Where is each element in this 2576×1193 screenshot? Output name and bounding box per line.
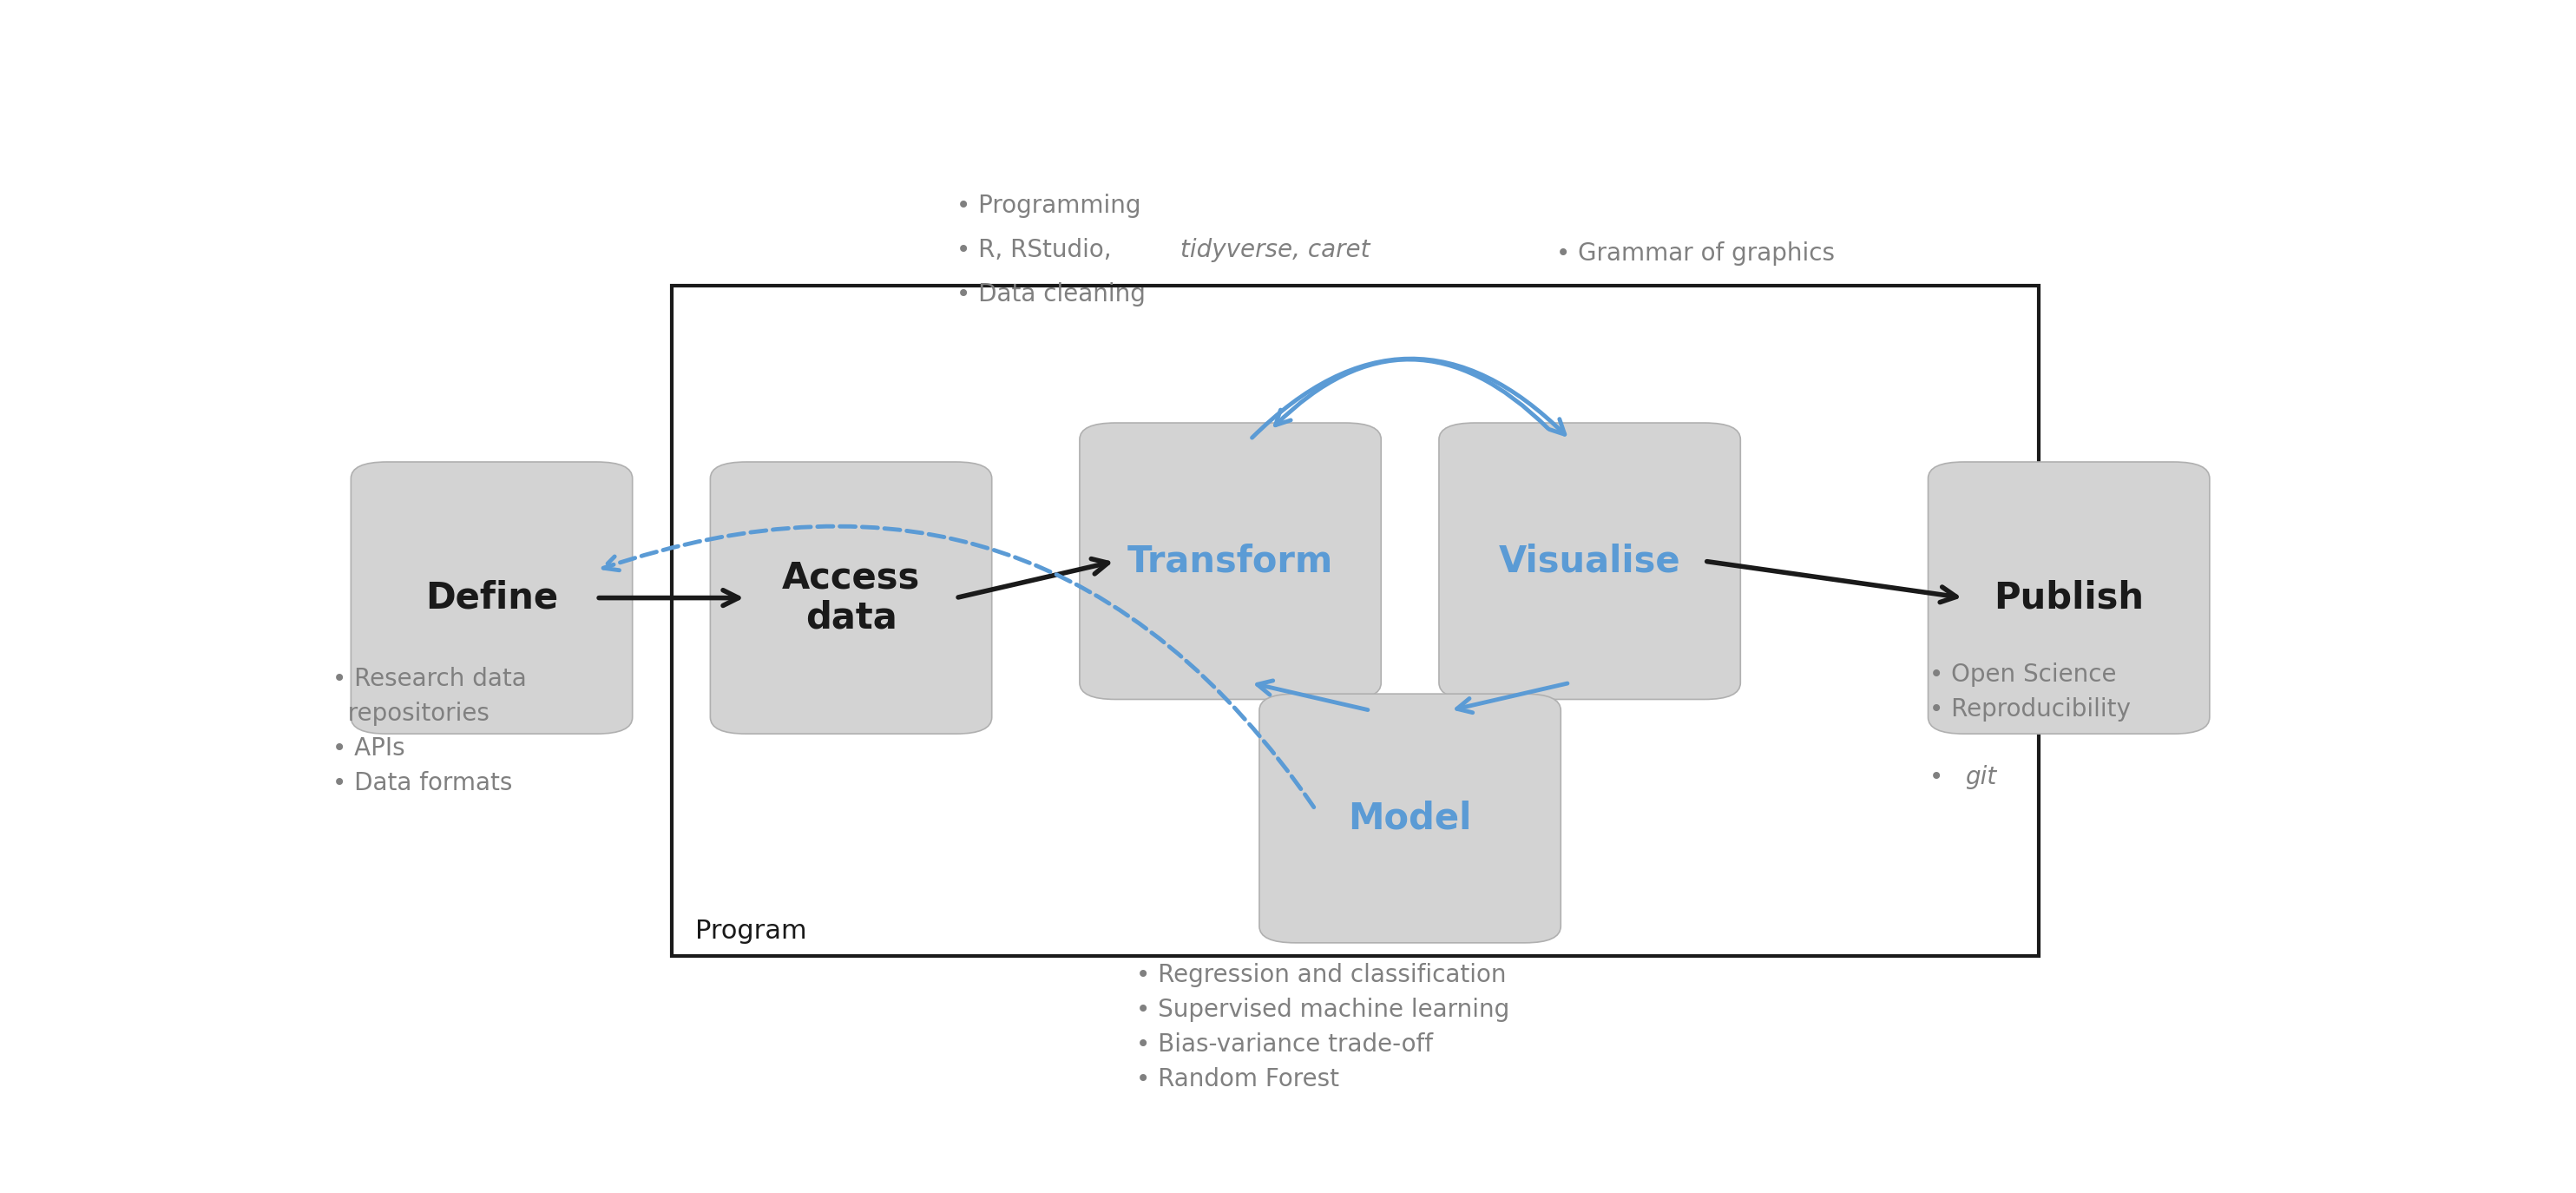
FancyBboxPatch shape [711,462,992,734]
Text: Program: Program [696,919,806,944]
Text: • R, RStudio,: • R, RStudio, [956,237,1121,262]
Text: • Programming: • Programming [956,193,1141,218]
FancyArrowPatch shape [603,526,1314,808]
FancyBboxPatch shape [350,462,634,734]
Text: tidyverse, caret: tidyverse, caret [1180,237,1370,262]
Text: • Grammar of graphics: • Grammar of graphics [1556,241,1834,266]
Text: • Regression and classification
• Supervised machine learning
• Bias-variance tr: • Regression and classification • Superv… [1136,963,1510,1092]
Text: Visualise: Visualise [1499,543,1680,580]
Text: • Open Science
• Reproducibility: • Open Science • Reproducibility [1929,662,2130,722]
Text: • Data cleaning: • Data cleaning [956,282,1146,307]
Text: Publish: Publish [1994,580,2143,616]
Text: • Research data
  repositories
• APIs
• Data formats: • Research data repositories • APIs • Da… [332,667,526,796]
FancyBboxPatch shape [1079,422,1381,699]
Text: Transform: Transform [1128,543,1334,580]
Text: Model: Model [1347,801,1471,836]
Text: Define: Define [425,580,559,616]
Text: git: git [1965,765,1996,790]
FancyBboxPatch shape [1927,462,2210,734]
FancyBboxPatch shape [1260,694,1561,942]
Text: •: • [1929,765,1950,790]
FancyBboxPatch shape [1440,422,1741,699]
Text: Access
data: Access data [783,560,920,636]
